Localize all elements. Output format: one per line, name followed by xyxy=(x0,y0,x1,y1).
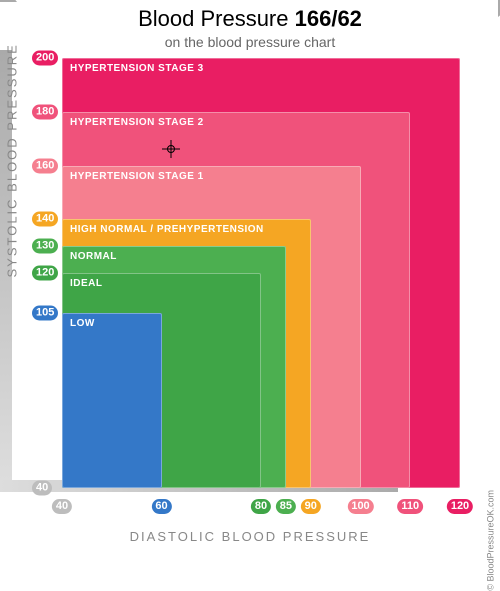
chart-subtitle: on the blood pressure chart xyxy=(0,34,500,50)
x-tick: 85 xyxy=(276,499,296,514)
zone-low: LOW xyxy=(62,313,162,488)
x-tick: 90 xyxy=(301,499,321,514)
title-reading: 166/62 xyxy=(295,6,362,31)
reading-marker xyxy=(162,140,180,158)
chart-title: Blood Pressure 166/62 xyxy=(0,0,500,32)
y-tick: 180 xyxy=(32,104,58,119)
zone-label: LOW xyxy=(70,318,95,329)
x-tick: 110 xyxy=(397,499,423,514)
zone-label: NORMAL xyxy=(70,251,117,262)
credit-text: © BloodPressureOK.com xyxy=(486,490,496,591)
y-tick: 200 xyxy=(32,51,58,66)
zone-label: HYPERTENSION STAGE 2 xyxy=(70,117,204,128)
chart-plot-area: HYPERTENSION STAGE 3 HYPERTENSION STAGE 2… xyxy=(62,58,460,488)
y-tick: 105 xyxy=(32,306,58,321)
x-tick: 80 xyxy=(251,499,271,514)
plot-background: HYPERTENSION STAGE 3 HYPERTENSION STAGE 2… xyxy=(62,58,460,488)
zone-label: HYPERTENSION STAGE 3 xyxy=(70,63,204,74)
y-tick: 40 xyxy=(32,481,52,496)
x-tick: 60 xyxy=(151,499,171,514)
zone-label: IDEAL xyxy=(70,278,103,289)
y-tick: 120 xyxy=(32,266,58,281)
x-tick: 120 xyxy=(447,499,473,514)
y-tick: 140 xyxy=(32,212,58,227)
y-tick: 160 xyxy=(32,158,58,173)
y-axis-label: SYSTOLIC BLOOD PRESSURE xyxy=(5,43,20,277)
y-tick: 130 xyxy=(32,239,58,254)
x-tick: 40 xyxy=(52,499,72,514)
x-axis-label: DIASTOLIC BLOOD PRESSURE xyxy=(0,529,500,544)
x-tick: 100 xyxy=(347,499,373,514)
zone-label: HYPERTENSION STAGE 1 xyxy=(70,171,204,182)
title-prefix: Blood Pressure xyxy=(138,6,288,31)
zone-label: HIGH NORMAL / PREHYPERTENSION xyxy=(70,224,264,235)
